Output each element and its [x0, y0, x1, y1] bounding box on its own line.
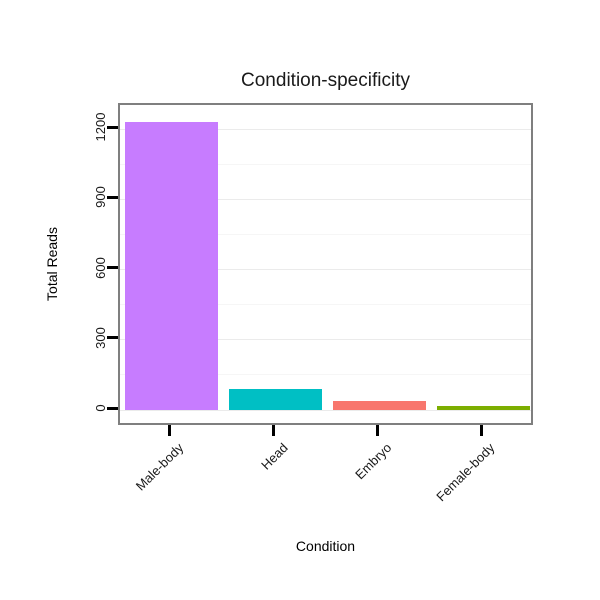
- bar-head: [229, 388, 323, 410]
- major-gridline: [120, 339, 531, 341]
- chart-title: Condition-specificity: [241, 70, 410, 91]
- x-axis-title: Condition: [295, 538, 356, 554]
- major-gridline: [120, 269, 531, 270]
- bar-embryo: [332, 400, 426, 410]
- x-tick-label: Male-body: [132, 440, 187, 494]
- bar-female-body: [436, 406, 530, 410]
- bar-male-body: [125, 121, 219, 410]
- minor-gridline: [120, 304, 531, 306]
- x-axis-tick: [168, 425, 172, 436]
- y-tick-label: 300: [93, 326, 108, 349]
- y-tick-label: 0: [93, 404, 108, 412]
- x-tick-label: Embryo: [351, 440, 394, 483]
- y-axis-tick: [107, 336, 118, 340]
- x-tick-label: Head: [257, 440, 291, 473]
- y-axis-tick: [107, 195, 118, 199]
- y-axis-tick: [107, 266, 118, 269]
- y-axis-tick: [107, 125, 118, 129]
- x-tick-label: Female-body: [433, 440, 498, 505]
- x-axis-tick: [272, 425, 276, 436]
- minor-gridline: [120, 233, 531, 235]
- x-axis-tick: [479, 425, 483, 436]
- y-axis-title: Total Reads: [44, 227, 60, 301]
- plot-panel: [118, 103, 533, 425]
- major-gridline: [120, 128, 531, 130]
- y-tick-label: 900: [93, 186, 108, 209]
- major-gridline: [120, 409, 531, 411]
- minor-gridline: [120, 163, 531, 165]
- minor-gridline: [120, 374, 531, 376]
- y-tick-label: 600: [93, 256, 108, 279]
- y-axis-tick: [107, 406, 118, 410]
- major-gridline: [120, 198, 531, 200]
- y-tick-label: 1200: [93, 112, 108, 142]
- x-axis-tick: [375, 425, 379, 436]
